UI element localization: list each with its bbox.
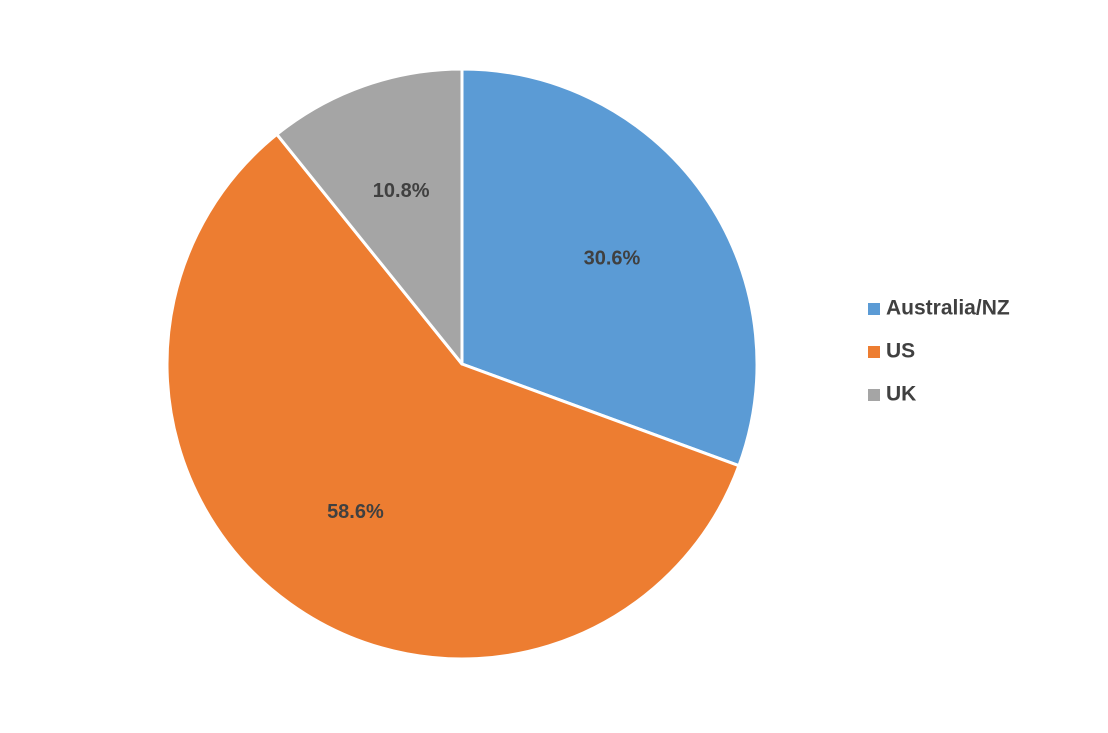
pie-slice-us <box>165 132 741 661</box>
legend-swatch-uk <box>868 389 880 401</box>
legend-swatch-us <box>868 346 880 358</box>
legend: Australia/NZ US UK <box>868 297 1010 406</box>
legend-label-australia-nz: Australia/NZ <box>886 297 1010 320</box>
pie-slice-australia-nz <box>460 67 759 468</box>
pie-slices <box>165 67 759 661</box>
legend-item-uk: UK <box>868 383 916 406</box>
data-label-australia-nz: 30.6% <box>584 248 641 270</box>
legend-label-us: US <box>886 340 915 363</box>
legend-item-us: US <box>868 340 915 363</box>
data-label-uk: 10.8% <box>373 180 430 202</box>
pie-slice-uk <box>275 67 464 366</box>
pie-data-labels: 30.6% 58.6% 10.8% <box>327 180 640 523</box>
legend-item-australia-nz: Australia/NZ <box>868 297 1010 320</box>
data-label-us: 58.6% <box>327 501 384 523</box>
legend-swatch-australia-nz <box>868 303 880 315</box>
legend-label-uk: UK <box>886 383 916 406</box>
